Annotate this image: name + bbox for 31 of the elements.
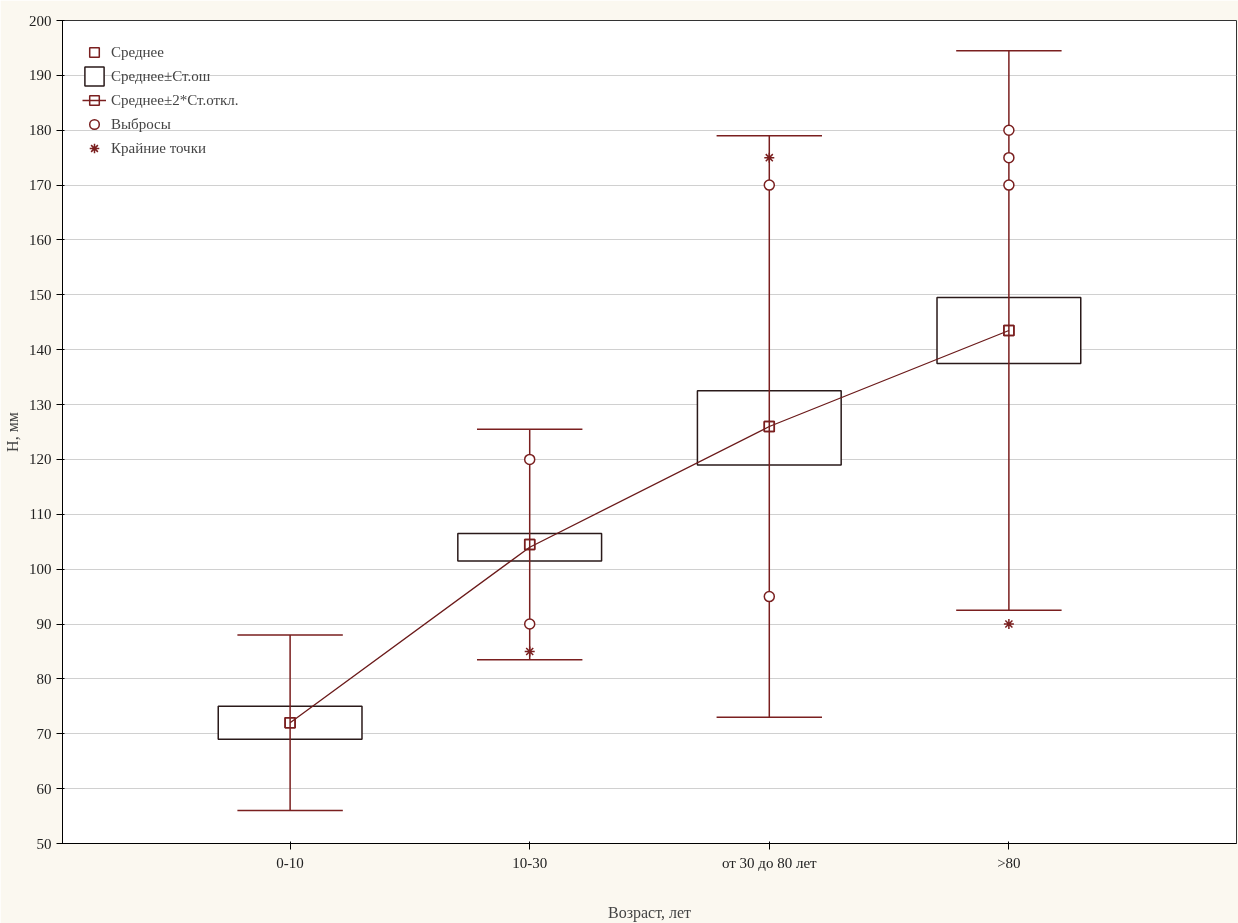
y-tick-label: 60 [36,780,52,797]
y-tick-label: 190 [29,67,52,84]
x-tick-label: 10-30 [512,854,548,871]
x-tick-label: 0-10 [276,854,304,871]
bar [217,705,363,740]
y-axis-title: H, мм [4,412,21,452]
bar [936,296,1082,365]
y-tick-label: 150 [29,286,52,303]
y-tick-label: 200 [29,12,52,29]
y-tick-label: 170 [29,177,52,194]
legend-label: Среднее±Ст.ош [111,66,211,86]
y-tick-label: 140 [29,341,52,358]
legend-label: Крайние точки [111,138,206,158]
x-tick-label: >80 [997,854,1021,871]
y-tick-label: 100 [29,561,52,578]
y-tick-label: 110 [29,506,52,523]
bar [696,390,842,466]
bar [457,532,603,562]
y-tick-label: 70 [36,725,52,742]
x-tick-label: от 30 до 80 лет [721,854,818,871]
legend-label: Среднее [111,42,164,62]
y-tick-label: 80 [36,670,52,687]
y-tick-label: 130 [29,396,52,413]
y-tick-label: 160 [29,231,52,248]
legend-label: Выбросы [111,114,171,134]
y-tick-label: 90 [36,616,52,633]
y-tick-label: 120 [29,451,52,468]
y-tick-label: 50 [36,835,52,852]
y-tick-label: 180 [29,122,52,139]
x-axis-title: Возраст, лет [607,903,692,922]
legend-label: Среднее±2*Ст.откл. [111,90,239,110]
